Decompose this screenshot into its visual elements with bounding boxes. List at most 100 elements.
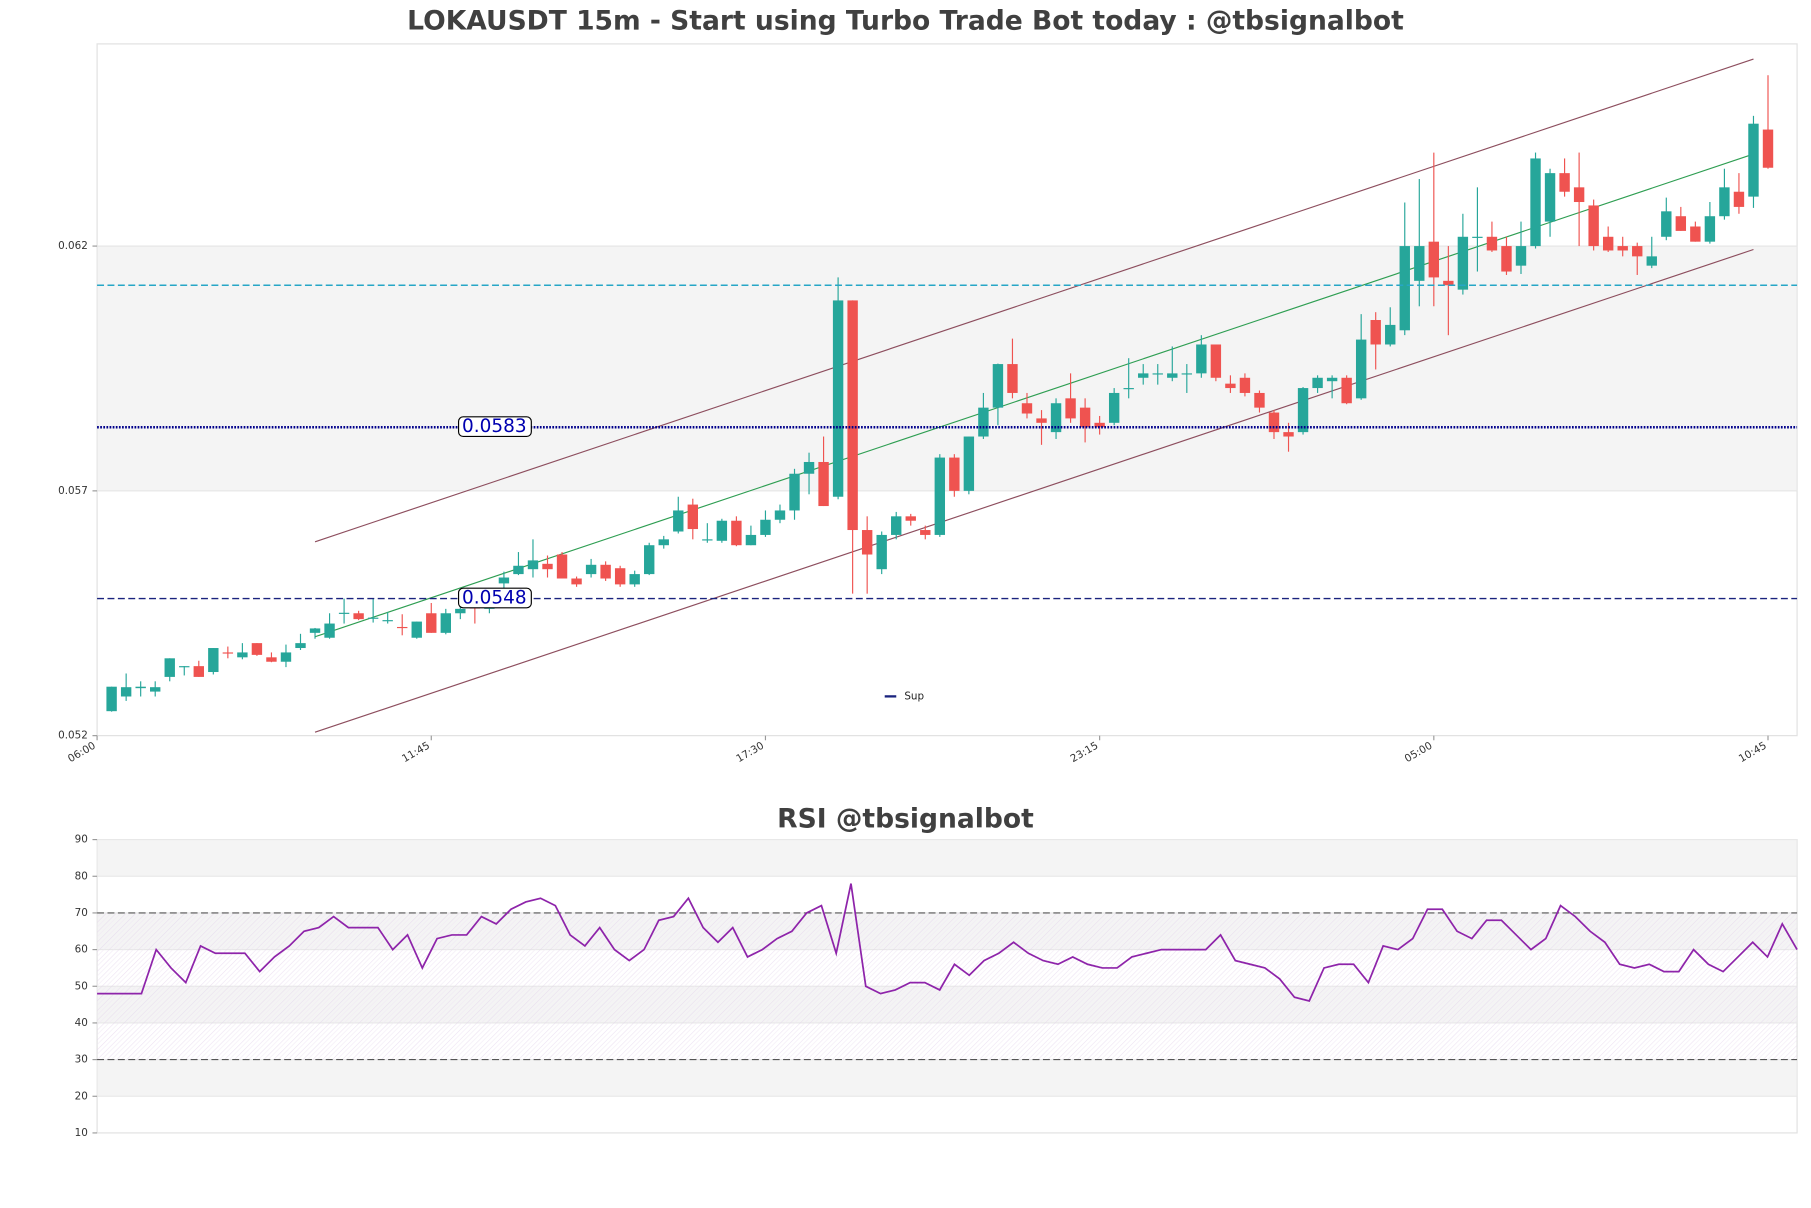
candle-body (556, 554, 568, 579)
candle-body (702, 539, 713, 541)
x-tick-label: 23:15 (1068, 740, 1100, 765)
y-tick-label: 0.052 (58, 730, 88, 742)
x-tick-label: 05:00 (1403, 740, 1435, 765)
candle-body (1108, 392, 1120, 423)
candle-body (411, 621, 422, 638)
candle-body (1501, 246, 1512, 272)
chart-title: LOKAUSDT 15m - Start using Turbo Trade B… (407, 5, 1404, 36)
candle-body (760, 519, 771, 535)
candle-body (440, 613, 451, 633)
candle-body (106, 686, 117, 712)
candle-body (426, 613, 437, 633)
candle-body (1472, 236, 1483, 238)
y-tick-label: 20 (75, 1090, 88, 1102)
candle-body (164, 658, 175, 677)
candle-body (1762, 129, 1774, 168)
candle-body (716, 520, 728, 541)
range-band (96, 245, 1798, 492)
candle-body (1530, 158, 1541, 247)
candle-body (324, 623, 335, 638)
y-tick-label: 50 (75, 980, 88, 992)
channel-lower (314, 248, 1754, 733)
candle-body (585, 564, 597, 575)
candle-body (353, 613, 364, 620)
candle-body (1748, 123, 1759, 197)
candle-body (673, 510, 684, 532)
candle-body (1225, 383, 1236, 389)
candle-body (266, 657, 277, 662)
candle-body (1297, 388, 1309, 433)
candle-body (861, 530, 873, 555)
candle-body (1312, 377, 1323, 389)
rsi-title: RSI @tbsignalbot (777, 803, 1034, 834)
candle-body (1239, 377, 1251, 393)
level-label-box (457, 587, 532, 609)
channel-upper (314, 58, 1754, 543)
candle-body (847, 300, 858, 531)
candle-body (338, 612, 350, 614)
candle-body (397, 626, 408, 629)
candle-body (1021, 403, 1033, 414)
candle-body (949, 457, 960, 491)
candle-body (978, 407, 989, 437)
candle-body (1283, 432, 1294, 437)
candle-body (513, 565, 524, 575)
x-tick-label: 11:45 (400, 740, 432, 765)
candle-body (1443, 280, 1454, 286)
candle-body (1210, 344, 1222, 378)
candle-body (1341, 377, 1352, 404)
y-tick-label: 70 (75, 907, 88, 919)
candle-body (1050, 403, 1062, 433)
candle-body (891, 516, 902, 535)
candle-body (1428, 241, 1440, 278)
candle-body (1690, 226, 1701, 242)
candle-body (150, 687, 161, 692)
candle-body (1457, 236, 1469, 290)
candle-body (1079, 407, 1091, 428)
candle-body (1065, 398, 1076, 419)
candle-body (179, 666, 190, 668)
y-tick-label: 30 (75, 1054, 88, 1066)
candle-body (280, 652, 292, 662)
candle-body (251, 643, 263, 655)
candle-body (309, 628, 321, 633)
candle-body (1646, 256, 1657, 266)
rsi-band (96, 839, 1798, 877)
candle-body (1385, 324, 1396, 345)
candle-body (1355, 339, 1367, 399)
candle-body (237, 652, 248, 658)
y-tick-label: 0.057 (58, 485, 88, 497)
level-label: 0.0583 (462, 416, 527, 437)
candle-body (1036, 418, 1047, 423)
candle-body (1196, 344, 1207, 374)
y-tick-label: 60 (75, 944, 88, 956)
candle-body (1123, 388, 1134, 390)
x-tick-label: 10:45 (1737, 740, 1769, 765)
candle-body (629, 574, 640, 585)
y-tick-label: 0.062 (58, 240, 88, 252)
candle-body (658, 539, 669, 546)
candle-body (963, 436, 975, 491)
candle-body (1515, 246, 1527, 266)
candle-body (687, 504, 699, 530)
candle-body (1544, 173, 1556, 222)
candle-body (920, 530, 931, 535)
candle-body (135, 686, 146, 689)
candle-body (774, 510, 786, 520)
candle-body (905, 516, 916, 521)
candle-body (1254, 392, 1265, 408)
y-tick-label: 40 (75, 1017, 88, 1029)
candle-body (1675, 216, 1687, 231)
candle-body (1094, 422, 1105, 428)
candle-body (644, 545, 655, 575)
candle-body (745, 534, 757, 546)
level-label: 0.0548 (462, 588, 527, 609)
candle-body (1588, 205, 1599, 247)
candle-body (1399, 246, 1410, 331)
candle-body (1661, 211, 1672, 237)
x-tick-label: 06:00 (66, 740, 98, 765)
rsi-hatch (97, 912, 1798, 1060)
candle-body (614, 568, 626, 585)
